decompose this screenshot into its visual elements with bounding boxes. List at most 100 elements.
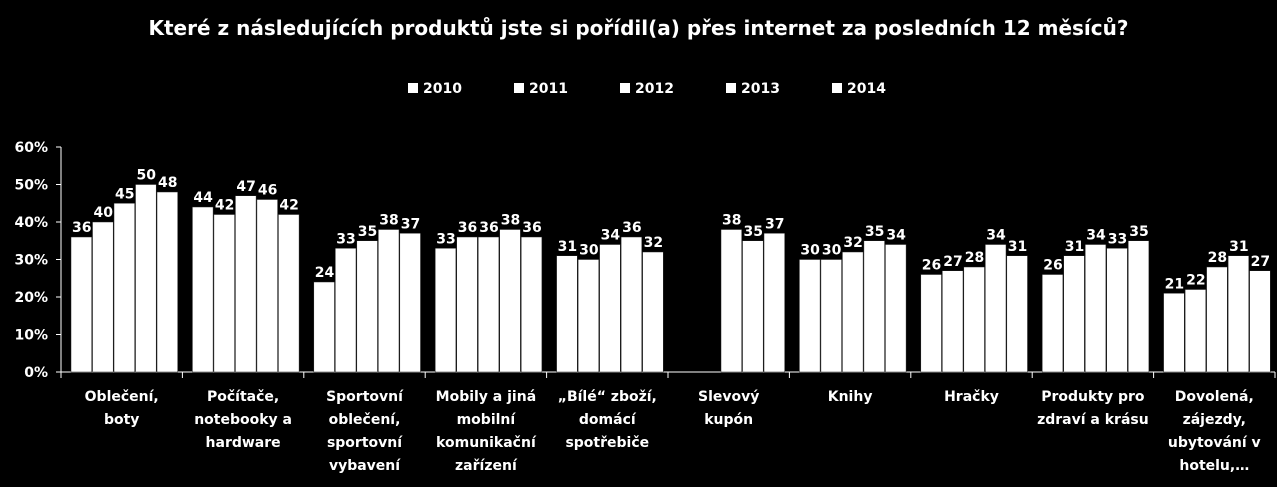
legend-label: 2014 [847,81,886,97]
data-label: 33 [436,231,455,247]
data-label: 40 [94,205,114,221]
bar [1127,240,1150,373]
data-label: 33 [336,231,355,247]
bar [434,248,457,373]
bar [599,244,621,373]
category-label-line: zařízení [455,458,518,474]
bar [577,259,600,373]
data-label: 35 [358,224,377,240]
data-label: 33 [1108,231,1127,247]
data-label: 42 [279,198,298,214]
bar [942,270,964,373]
category-label-line: Dovolená, [1175,389,1254,405]
data-label: 47 [236,179,255,195]
y-tick-label: 50% [14,178,48,194]
data-label: 27 [943,254,962,270]
bar [335,248,357,373]
bar [1227,255,1250,373]
data-label: 44 [193,190,213,206]
bar [1084,244,1107,373]
y-tick-label: 30% [14,253,48,269]
bar [456,236,478,373]
bar [70,236,92,373]
bar [720,229,742,373]
category-label-line: Mobily a jiná [436,389,537,405]
legend-swatch [514,83,524,93]
data-label: 36 [458,220,477,236]
data-label: 26 [922,258,941,274]
data-label: 38 [722,213,741,229]
bar [1163,293,1185,373]
bar [192,206,214,373]
data-label: 45 [115,186,134,202]
bar [113,203,135,373]
data-label: 22 [1186,273,1205,289]
category-label-line: zdraví a krásu [1037,412,1149,428]
category-label-line: boty [104,412,139,428]
category-label: Knihy [828,389,873,405]
data-label: 31 [1065,239,1084,255]
y-tick-label: 20% [14,290,48,306]
y-tick-label: 40% [14,215,48,231]
data-label: 31 [1229,239,1248,255]
data-label: 31 [1008,239,1027,255]
bar [1184,289,1207,373]
y-tick-label: 0% [24,365,48,381]
data-label: 27 [1251,254,1270,270]
category-label-line: notebooky a [194,412,292,428]
data-label: 34 [986,228,1006,244]
bar [920,274,942,373]
category-label-line: Slevový [698,389,759,405]
bar [256,199,278,373]
bar [520,236,543,373]
data-label: 50 [137,168,157,184]
category-label-line: spotřebiče [565,435,649,451]
bar [763,233,785,373]
category-label-line: vybavení [329,458,401,474]
data-label: 36 [479,220,498,236]
data-label: 30 [579,243,599,259]
bar [985,244,1007,373]
bar [885,244,907,373]
data-label: 38 [501,213,520,229]
bar [1041,274,1064,373]
bar [356,240,378,373]
category-label-line: domácí [579,412,637,428]
category-label-line: zájezdy, [1183,412,1246,428]
data-label: 28 [1208,250,1227,266]
data-label: 36 [72,220,91,236]
category-label: Slevový kupón [698,389,759,428]
bar [499,229,521,373]
data-label: 24 [315,265,335,281]
bar [863,240,885,373]
y-tick-label: 10% [14,328,48,344]
category-label-line: Produkty pro [1041,389,1145,405]
bar [799,259,821,373]
data-label: 21 [1165,276,1184,292]
bar [1006,255,1028,373]
category-label: Oblečení, boty [85,389,159,428]
bar [1106,248,1128,373]
category-label: Počítače, notebooky a hardware [194,389,292,451]
bar [213,214,235,373]
category-label-line: komunikační [436,435,537,451]
data-label: 31 [558,239,577,255]
data-label: 32 [843,235,862,251]
data-label: 37 [765,216,784,232]
category-label-line: oblečení, [329,412,401,428]
data-label: 32 [644,235,663,251]
data-label: 34 [1086,228,1106,244]
legend-label: 2011 [529,81,568,97]
bar [1063,255,1085,373]
bar [378,229,400,373]
bar [556,255,578,373]
data-label: 30 [822,243,842,259]
category-label-line: Hračky [944,389,999,405]
category-label-line: hardware [206,435,281,451]
data-label: 34 [886,228,906,244]
data-label: 30 [800,243,820,259]
category-label: „Bílé“ zboží, domácí spotřebiče [558,389,657,451]
legend-label: 2010 [423,81,462,97]
legend-swatch [408,83,418,93]
